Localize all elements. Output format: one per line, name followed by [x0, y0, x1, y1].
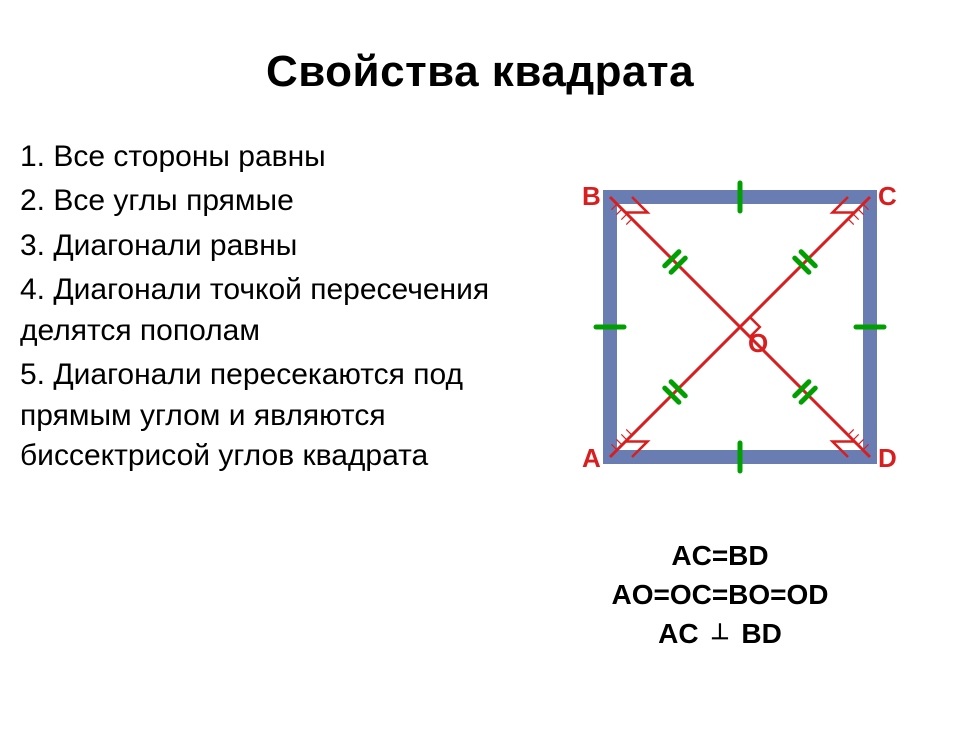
property-1: 1. Все стороны равны: [20, 137, 490, 178]
content-row: 1. Все стороны равны 2. Все углы прямые …: [0, 137, 960, 654]
diagram: B C A D O: [540, 137, 900, 512]
equation-2: AO=OC=BO=OD: [611, 575, 828, 614]
perpendicular-icon: ⊥: [706, 619, 733, 644]
equation-3-left: AC: [658, 618, 698, 649]
property-4: 4. Диагонали точкой пересечения делятся …: [20, 270, 490, 351]
property-3: 3. Диагонали равны: [20, 226, 490, 267]
svg-text:D: D: [878, 443, 897, 473]
right-column: B C A D O AC=BD AO=OC=BO=OD AC ⊥ BD: [490, 137, 950, 654]
svg-text:C: C: [878, 181, 897, 211]
page-title: Свойства квадрата: [0, 29, 960, 107]
property-5: 5. Диагонали пересекаются под прямым угл…: [20, 355, 490, 477]
equation-3-right: BD: [741, 618, 781, 649]
svg-text:A: A: [582, 443, 601, 473]
equation-1: AC=BD: [611, 536, 828, 575]
svg-text:O: O: [748, 328, 768, 358]
equations-block: AC=BD AO=OC=BO=OD AC ⊥ BD: [611, 536, 828, 654]
property-2: 2. Все углы прямые: [20, 181, 490, 222]
svg-text:B: B: [582, 181, 601, 211]
property-list: 1. Все стороны равны 2. Все углы прямые …: [20, 137, 490, 654]
square-diagram: B C A D O: [540, 147, 900, 507]
equation-3: AC ⊥ BD: [611, 614, 828, 653]
